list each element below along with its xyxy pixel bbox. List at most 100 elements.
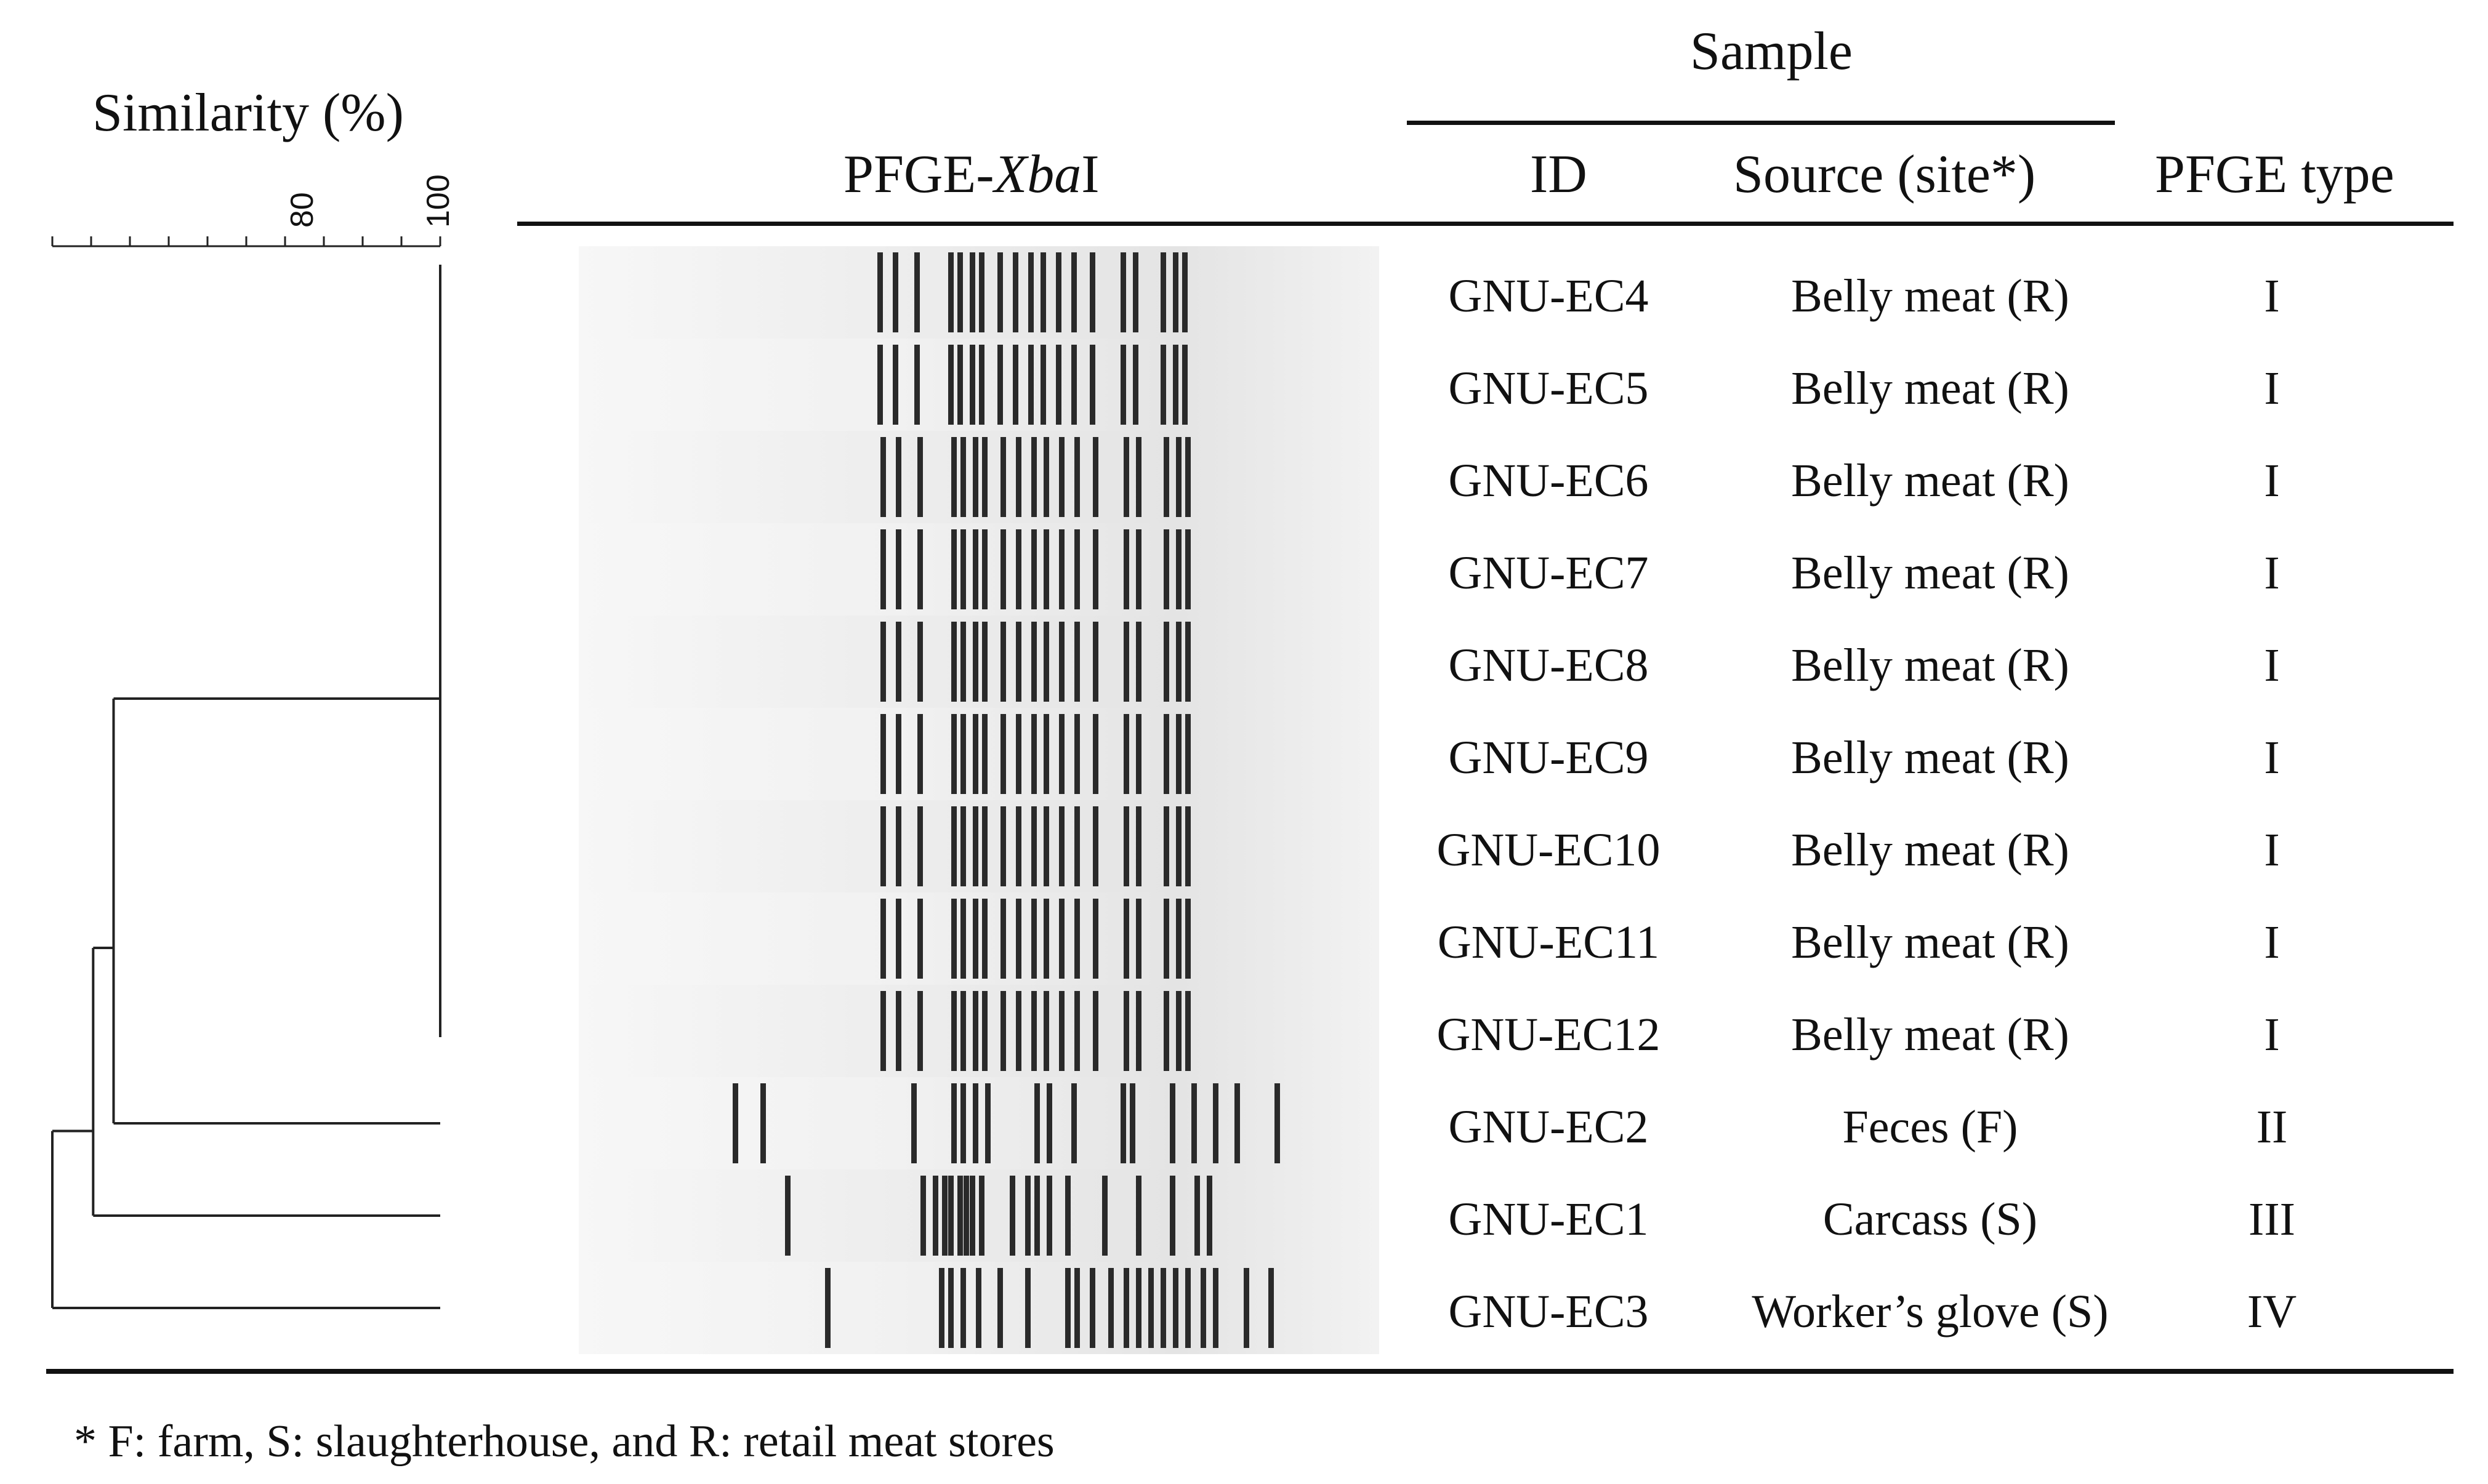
gel-band bbox=[733, 1083, 738, 1163]
gel-band bbox=[1185, 714, 1191, 794]
gel-band bbox=[1028, 345, 1034, 425]
sample-id: GNU-EC6 bbox=[1448, 455, 1649, 507]
gel-band bbox=[893, 345, 898, 425]
gel-header-prefix: PFGE- bbox=[843, 145, 994, 204]
gel-band bbox=[1093, 437, 1098, 517]
gel-band bbox=[1059, 806, 1065, 886]
gel-band bbox=[1136, 714, 1141, 794]
gel-band bbox=[1074, 991, 1080, 1071]
sample-id: GNU-EC4 bbox=[1448, 270, 1649, 322]
gel-band bbox=[1074, 899, 1080, 979]
gel-band bbox=[1194, 1176, 1200, 1256]
gel-band bbox=[1041, 345, 1046, 425]
gel-band bbox=[1185, 899, 1191, 979]
gel-band bbox=[951, 437, 957, 517]
gel-header-italic: Xba bbox=[994, 145, 1082, 204]
gel-lane bbox=[579, 1169, 1379, 1262]
gel-band bbox=[1191, 1083, 1197, 1163]
gel-band bbox=[1065, 1176, 1071, 1256]
gel-band bbox=[1059, 991, 1065, 1071]
sample-source: Feces (F) bbox=[1842, 1101, 2018, 1153]
gel-band bbox=[1108, 1268, 1114, 1348]
gel-band bbox=[997, 1268, 1003, 1348]
gel-band bbox=[880, 622, 886, 702]
gel-lane bbox=[579, 246, 1379, 339]
pfge-type: I bbox=[2264, 455, 2280, 507]
gel-band bbox=[1161, 252, 1166, 332]
gel-band bbox=[1074, 1268, 1080, 1348]
gel-band bbox=[1031, 899, 1037, 979]
gel-band bbox=[911, 1083, 917, 1163]
gel-band bbox=[1093, 529, 1098, 609]
gel-band bbox=[917, 622, 923, 702]
gel-band bbox=[1016, 806, 1021, 886]
gel-band bbox=[939, 1268, 944, 1348]
gel-band bbox=[1071, 1083, 1077, 1163]
gel-band bbox=[917, 437, 923, 517]
gel-band bbox=[1044, 991, 1049, 1071]
gel-band bbox=[893, 252, 898, 332]
gel-band bbox=[1102, 1176, 1108, 1256]
gel-band bbox=[973, 437, 978, 517]
gel-band bbox=[960, 1268, 966, 1348]
gel-band bbox=[960, 437, 966, 517]
gel-band bbox=[1093, 806, 1098, 886]
gel-band bbox=[1185, 991, 1191, 1071]
gel-band bbox=[1136, 529, 1141, 609]
gel-band bbox=[982, 714, 988, 794]
gel-band bbox=[1124, 622, 1129, 702]
sample-id: GNU-EC1 bbox=[1448, 1193, 1649, 1245]
gel-band bbox=[1047, 1083, 1052, 1163]
pfge-type: III bbox=[2248, 1193, 2295, 1245]
gel-band bbox=[1185, 806, 1191, 886]
pfge-type: I bbox=[2264, 363, 2280, 414]
gel-band bbox=[1074, 622, 1080, 702]
gel-band bbox=[1136, 991, 1141, 1071]
gel-band bbox=[973, 991, 978, 1071]
sample-id: GNU-EC2 bbox=[1448, 1101, 1649, 1153]
gel-band bbox=[917, 529, 923, 609]
sample-source: Belly meat (R) bbox=[1791, 1009, 2069, 1061]
gel-band bbox=[957, 252, 963, 332]
gel-band bbox=[1059, 529, 1065, 609]
gel-band bbox=[1044, 529, 1049, 609]
source-header: Source (site*) bbox=[1733, 145, 2036, 204]
gel-band bbox=[1176, 806, 1182, 886]
gel-band bbox=[1164, 622, 1169, 702]
gel-band bbox=[1090, 345, 1095, 425]
gel-band bbox=[877, 345, 883, 425]
footnote: * F: farm, S: slaughterhouse, and R: ret… bbox=[74, 1416, 1055, 1467]
gel-band bbox=[1136, 899, 1141, 979]
gel-band bbox=[1074, 806, 1080, 886]
gel-band bbox=[825, 1268, 831, 1348]
gel-band bbox=[997, 345, 1003, 425]
gel-band bbox=[1074, 437, 1080, 517]
gel-band bbox=[1164, 806, 1169, 886]
gel-band bbox=[1031, 991, 1037, 1071]
gel-lane bbox=[579, 892, 1379, 985]
gel-band bbox=[785, 1176, 791, 1256]
gel-band bbox=[1031, 622, 1037, 702]
gel-band bbox=[1093, 622, 1098, 702]
gel-band bbox=[951, 714, 957, 794]
sample-source: Belly meat (R) bbox=[1791, 455, 2069, 507]
gel-band bbox=[1136, 622, 1141, 702]
gel-band bbox=[951, 622, 957, 702]
sample-underline bbox=[1407, 121, 2115, 125]
gel-band bbox=[1234, 1083, 1240, 1163]
gel-band bbox=[960, 714, 966, 794]
gel-band bbox=[1056, 252, 1061, 332]
gel-band bbox=[960, 1083, 966, 1163]
gel-lane bbox=[579, 985, 1379, 1077]
gel-band bbox=[985, 1083, 991, 1163]
gel-band bbox=[1031, 806, 1037, 886]
gel-band bbox=[1130, 1083, 1135, 1163]
gel-band bbox=[1056, 345, 1061, 425]
similarity-tick-label: 80 bbox=[284, 192, 320, 228]
gel-band bbox=[942, 1176, 948, 1256]
gel-band bbox=[1176, 991, 1182, 1071]
gel-band bbox=[1173, 345, 1178, 425]
gel-band bbox=[1074, 529, 1080, 609]
gel-band bbox=[1059, 437, 1065, 517]
gel-band bbox=[951, 1083, 957, 1163]
